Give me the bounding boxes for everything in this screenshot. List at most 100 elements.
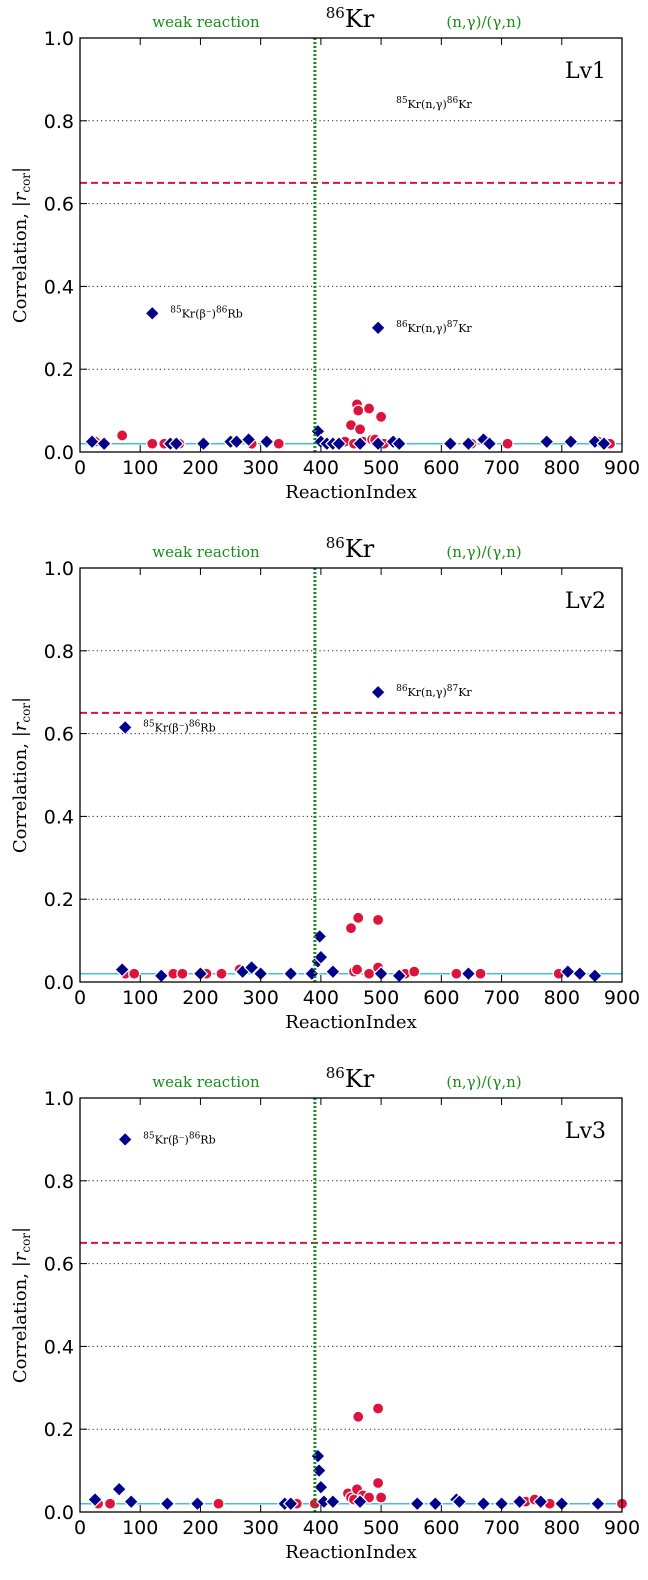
data-point-diamond (282, 965, 299, 982)
x-tick-label: 500 (363, 1517, 399, 1539)
title-element: Kr (345, 5, 375, 33)
chart-panel-1: 0 100 200 300 400 500 600 700 800 900 0.0 0.2 0.4 0.6… (0, 0, 648, 520)
y-tick-label: 0.6 (44, 724, 74, 746)
x-tick-label: 400 (303, 987, 339, 1009)
title-element: Kr (345, 535, 375, 563)
data-point-diamond (590, 1495, 606, 1512)
y-tick-label: 0.4 (44, 1336, 74, 1358)
left-region-label: weak reaction (152, 543, 260, 561)
data-point-diamond (117, 1131, 134, 1148)
right-region-label: (n,γ)/(γ,n) (446, 13, 521, 31)
x-tick-label: 500 (363, 987, 399, 1009)
panel-label: Lv2 (565, 589, 606, 614)
data-point-diamond (313, 1479, 329, 1496)
x-tick-label: 300 (243, 987, 279, 1009)
data-point-circle (215, 967, 228, 980)
left-region-label: weak reaction (152, 1073, 260, 1091)
data-point-diamond (442, 435, 459, 452)
y-axis-label-r: r (10, 191, 31, 201)
y-axis-label-bar: | (10, 1227, 31, 1233)
data-point-diamond (111, 1481, 127, 1498)
data-point-circle (146, 437, 159, 450)
x-tick-label: 0 (74, 457, 86, 479)
data-point-diamond (243, 959, 260, 976)
data-point-circle (350, 963, 364, 976)
left-region-label: weak reaction (152, 13, 260, 31)
data-point-diamond (123, 1493, 140, 1510)
annotation-product: Kr (458, 322, 472, 335)
annotation-reaction: Kr(β⁻) (182, 307, 216, 320)
data-point-circle (352, 1410, 365, 1423)
data-point-diamond (352, 435, 368, 452)
annotation-reaction: Kr(n,γ) (408, 686, 447, 699)
data-point-diamond (114, 961, 131, 978)
x-tick-label: 700 (483, 987, 519, 1009)
y-axis-label: Correlation, |rcor| (10, 167, 33, 323)
annotation-label: 85Kr(β⁻)86Rb (143, 719, 215, 734)
panel-label: Lv3 (565, 1119, 606, 1144)
x-tick-label: 400 (303, 1517, 339, 1539)
y-tick-label: 0.8 (44, 641, 74, 663)
annotation-product: Rb (200, 721, 215, 734)
chart-panel-3: 0 100 200 300 400 500 600 700 800 900 0.0 0.2 0.4 0.6… (0, 1060, 648, 1580)
data-point-diamond (168, 435, 185, 452)
x-tick-label: 900 (604, 1517, 640, 1539)
data-point-diamond (559, 963, 576, 980)
data-point-circle (352, 911, 365, 924)
chart-svg: 0 100 200 300 400 500 600 700 800 900 0.0 0.2 0.4 0.6… (10, 534, 640, 1033)
annotation-mass: 85 (170, 305, 182, 315)
data-point-circle (116, 429, 129, 442)
annotation-product: Rb (200, 1133, 215, 1146)
x-tick-label: 700 (483, 1517, 519, 1539)
data-point-diamond (325, 963, 341, 980)
x-tick-label: 200 (182, 1517, 218, 1539)
annotation-reaction: Kr(β⁻) (155, 721, 189, 734)
y-axis-label-sub: cor (19, 1233, 33, 1253)
x-tick-label: 100 (122, 1517, 158, 1539)
chart-panel-2: 0 100 200 300 400 500 600 700 800 900 0.0 0.2 0.4 0.6… (0, 530, 648, 1050)
data-point-diamond (159, 1495, 176, 1512)
x-axis-label: ReactionIndex (285, 482, 416, 503)
data-point-diamond (195, 435, 212, 452)
x-tick-label: 300 (243, 457, 279, 479)
annotation-reaction: Kr(n,γ) (408, 98, 447, 111)
y-axis-label: Correlation, |rcor| (10, 697, 33, 853)
x-tick-label: 900 (604, 987, 640, 1009)
annotation-mass: 86 (216, 305, 228, 315)
annotation-mass: 86 (447, 96, 459, 106)
title-mass: 86 (326, 4, 345, 22)
data-point-diamond (117, 719, 134, 736)
chart-title: 86Kr (326, 534, 375, 563)
data-point-diamond (409, 1495, 426, 1512)
data-point-diamond (370, 684, 386, 701)
x-tick-label: 800 (544, 1517, 580, 1539)
x-tick-label: 800 (544, 457, 580, 479)
panel-label: Lv1 (565, 59, 606, 84)
y-axis-label-sub: cor (19, 703, 33, 723)
data-point-diamond (596, 435, 612, 452)
data-point-diamond (87, 1491, 103, 1508)
x-tick-label: 600 (423, 987, 459, 1009)
x-tick-label: 300 (243, 1517, 279, 1539)
data-point-circle (353, 423, 367, 436)
x-tick-label: 800 (544, 987, 580, 1009)
data-point-diamond (391, 967, 408, 984)
data-point-circle (408, 965, 421, 978)
data-point-diamond (460, 965, 477, 982)
data-point-diamond (331, 435, 347, 452)
y-tick-label: 0.0 (44, 972, 74, 994)
y-tick-label: 0.0 (44, 442, 74, 464)
y-axis-label-r: r (10, 1251, 31, 1261)
data-point-circle (212, 1497, 225, 1510)
annotation-mass: 87 (447, 320, 459, 330)
data-point-diamond (427, 1495, 444, 1512)
x-tick-label: 400 (303, 457, 339, 479)
y-tick-label: 0.6 (44, 194, 74, 216)
x-tick-label: 100 (122, 457, 158, 479)
annotation-product: Kr (458, 98, 472, 111)
data-point-diamond (451, 1493, 468, 1510)
annotation-product: Kr (458, 686, 472, 699)
annotation-mass: 86 (396, 684, 408, 694)
data-point-circle (362, 402, 376, 415)
chart-svg: 0 100 200 300 400 500 600 700 800 900 0.0 0.2 0.4 0.6… (10, 1064, 640, 1563)
